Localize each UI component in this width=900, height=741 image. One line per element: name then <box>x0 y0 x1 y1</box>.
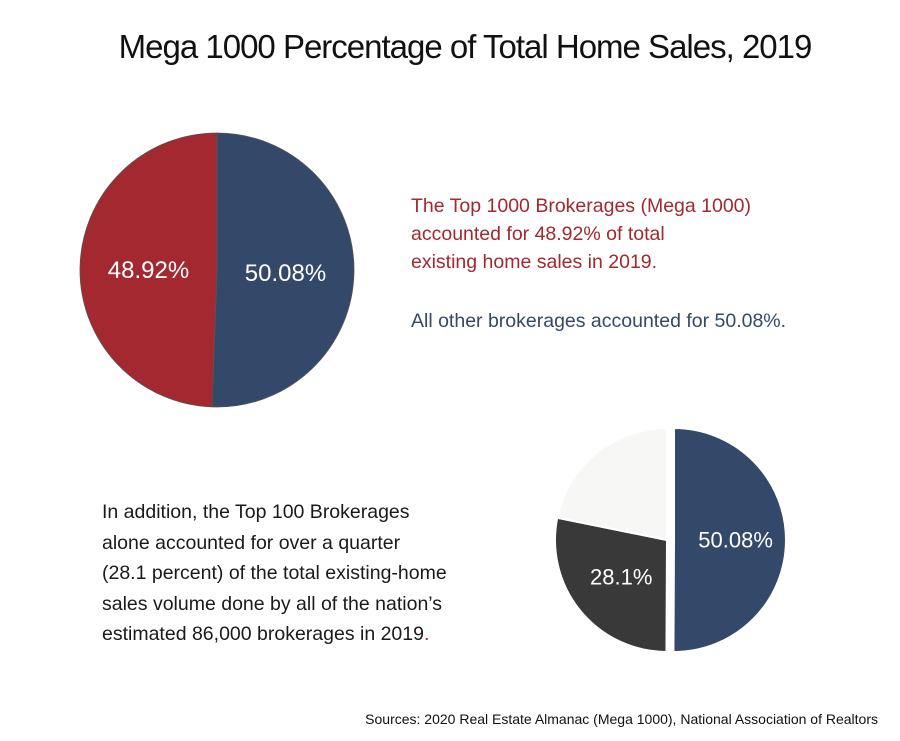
pie-slice-remainder <box>556 426 668 542</box>
slice-label: 28.1% <box>590 564 652 589</box>
pie-chart-top-100: 50.08% 28.1% <box>554 426 788 654</box>
other-brokerages-description: All other brokerages accounted for 50.08… <box>411 310 787 332</box>
top-100-description: In addition, the Top 100 Brokerages alon… <box>102 497 522 650</box>
red-period: . <box>423 623 430 645</box>
sources-note: Sources: 2020 Real Estate Almanac (Mega … <box>365 711 878 727</box>
pie-chart-mega-1000: 50.08% 48.92% <box>79 132 355 408</box>
mega-line-3: existing home sales in 2019. <box>411 251 658 273</box>
top100-line-4: sales volume done by all of the nation’s <box>102 592 443 615</box>
pie-slice-5008 <box>211 132 355 408</box>
slice-label: 50.08% <box>698 528 773 553</box>
pie-slice-5008 <box>672 427 788 654</box>
mega-1000-description: The Top 1000 Brokerages (Mega 1000) acco… <box>411 192 851 276</box>
top100-line-2: alone accounted for over a quarter <box>102 531 401 554</box>
pie-slice-4892 <box>79 132 218 408</box>
top100-line-5: estimated 86,000 brokerages in 2019. <box>102 619 522 650</box>
top100-line-3: (28.1 percent) of the total existing-hom… <box>102 562 447 584</box>
chart-title: Mega 1000 Percentage of Total Home Sales… <box>118 28 813 65</box>
pie-slice-281 <box>554 516 669 654</box>
mega-line-1: The Top 1000 Brokerages (Mega 1000) <box>411 195 752 217</box>
top100-line-5-text: estimated 86,000 brokerages in 2019 <box>102 623 424 645</box>
slice-label: 48.92% <box>108 257 189 284</box>
top100-line-1: In addition, the Top 100 Brokerages <box>102 501 410 523</box>
slice-label: 50.08% <box>245 260 326 287</box>
mega-line-2: accounted for 48.92% of total <box>411 223 665 245</box>
